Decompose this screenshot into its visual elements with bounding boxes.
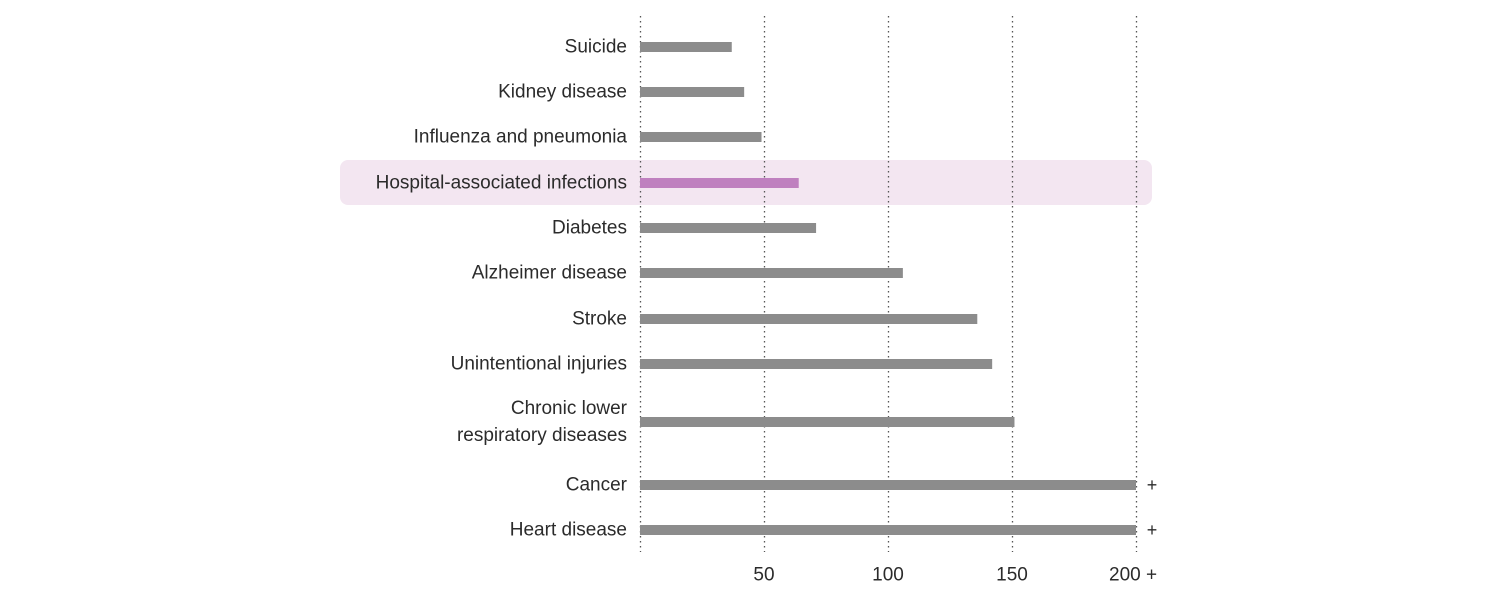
bar	[640, 417, 1015, 427]
category-label: Influenza and pneumonia	[414, 127, 628, 148]
bar	[640, 480, 1136, 490]
bar	[640, 359, 993, 369]
bar	[640, 268, 903, 278]
bar	[640, 132, 762, 142]
x-tick-label: 200 +	[1109, 565, 1157, 586]
category-label: Stroke	[572, 309, 627, 330]
x-tick-label-layer: 50 100 150 200 +	[753, 565, 1157, 586]
category-label: Suicide	[565, 37, 627, 58]
bar-layer	[640, 42, 1136, 535]
category-label: Alzheimer disease	[472, 263, 627, 284]
category-label: Chronic lower	[511, 398, 628, 419]
x-tick-label: 50	[753, 565, 774, 586]
bar	[640, 42, 732, 52]
category-label: Diabetes	[552, 218, 627, 239]
x-tick-label: 150	[996, 565, 1028, 586]
bar	[640, 87, 745, 97]
category-label: Hospital-associated infections	[376, 173, 627, 194]
bar	[640, 223, 817, 233]
overflow-plus-marker: +	[1147, 520, 1158, 540]
category-label: Unintentional injuries	[451, 354, 627, 375]
bar	[640, 314, 978, 324]
category-label: Heart disease	[510, 520, 627, 541]
overflow-plus-marker: +	[1147, 475, 1158, 495]
category-label: Kidney disease	[498, 82, 627, 103]
category-label-layer: Suicide Kidney disease Influenza and pneum…	[376, 37, 1158, 541]
category-label: respiratory diseases	[457, 425, 627, 446]
x-tick-label: 100	[872, 565, 904, 586]
bar	[640, 178, 799, 188]
bar	[640, 525, 1136, 535]
category-label: Cancer	[566, 475, 628, 496]
